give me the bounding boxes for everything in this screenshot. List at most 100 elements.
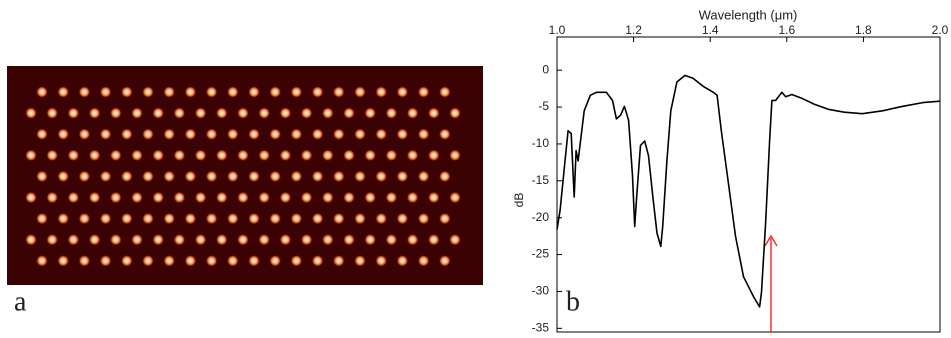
dot bbox=[248, 213, 260, 225]
dot bbox=[173, 192, 185, 204]
dot bbox=[343, 107, 355, 119]
dot bbox=[46, 107, 58, 119]
dot bbox=[227, 128, 239, 140]
dot bbox=[279, 234, 291, 246]
dot bbox=[418, 255, 430, 267]
dot bbox=[25, 107, 37, 119]
dot bbox=[258, 149, 270, 161]
x-tick-label: 1.2 bbox=[625, 23, 642, 37]
dot bbox=[418, 170, 430, 182]
dot bbox=[354, 128, 366, 140]
dot bbox=[290, 213, 302, 225]
dot bbox=[312, 128, 324, 140]
dot bbox=[78, 170, 90, 182]
dot bbox=[216, 107, 228, 119]
dot bbox=[407, 149, 419, 161]
dot bbox=[322, 192, 334, 204]
dot bbox=[89, 192, 101, 204]
dot bbox=[184, 170, 196, 182]
dot bbox=[216, 234, 228, 246]
dot bbox=[364, 234, 376, 246]
dot bbox=[163, 86, 175, 98]
dot bbox=[163, 255, 175, 267]
dot bbox=[121, 86, 133, 98]
dot bbox=[279, 149, 291, 161]
x-tick-label: 1.4 bbox=[702, 23, 719, 37]
x-tick-label: 1.6 bbox=[778, 23, 795, 37]
dot bbox=[78, 213, 90, 225]
dot bbox=[290, 86, 302, 98]
dot bbox=[67, 149, 79, 161]
dot bbox=[173, 107, 185, 119]
dot bbox=[163, 128, 175, 140]
dot bbox=[57, 86, 69, 98]
dot bbox=[418, 128, 430, 140]
dot bbox=[290, 170, 302, 182]
dot bbox=[184, 86, 196, 98]
dot bbox=[301, 149, 313, 161]
dot bbox=[364, 107, 376, 119]
dot bbox=[237, 234, 249, 246]
dot bbox=[110, 107, 122, 119]
dot bbox=[206, 170, 218, 182]
dot bbox=[131, 234, 143, 246]
dot bbox=[290, 128, 302, 140]
panel-label: b bbox=[566, 286, 580, 317]
dot bbox=[131, 192, 143, 204]
dot bbox=[248, 255, 260, 267]
dot bbox=[36, 128, 48, 140]
dot bbox=[301, 234, 313, 246]
x-tick-label: 1.8 bbox=[855, 23, 872, 37]
dot bbox=[195, 107, 207, 119]
dot bbox=[428, 149, 440, 161]
dot bbox=[36, 255, 48, 267]
x-axis-title: Wavelength (μm) bbox=[699, 7, 798, 22]
dot bbox=[100, 255, 112, 267]
dot bbox=[227, 170, 239, 182]
dot bbox=[322, 234, 334, 246]
dot bbox=[418, 86, 430, 98]
dot bbox=[396, 255, 408, 267]
dot bbox=[279, 107, 291, 119]
dot bbox=[195, 234, 207, 246]
dot bbox=[131, 107, 143, 119]
dot bbox=[354, 213, 366, 225]
dot bbox=[354, 170, 366, 182]
dot bbox=[100, 86, 112, 98]
dot bbox=[407, 234, 419, 246]
dot bbox=[237, 192, 249, 204]
dot bbox=[152, 192, 164, 204]
dot bbox=[110, 192, 122, 204]
dot bbox=[173, 149, 185, 161]
dot bbox=[110, 149, 122, 161]
dot bbox=[301, 192, 313, 204]
dot bbox=[269, 86, 281, 98]
dot bbox=[439, 255, 451, 267]
dot bbox=[173, 234, 185, 246]
dot bbox=[100, 128, 112, 140]
dot bbox=[57, 255, 69, 267]
dot bbox=[36, 213, 48, 225]
dot bbox=[152, 107, 164, 119]
dot bbox=[195, 149, 207, 161]
dot bbox=[78, 86, 90, 98]
lattice-image bbox=[7, 66, 483, 285]
dot bbox=[385, 234, 397, 246]
dot bbox=[163, 170, 175, 182]
y-tick-label: -30 bbox=[532, 284, 550, 298]
dot bbox=[131, 149, 143, 161]
dot bbox=[428, 234, 440, 246]
dot bbox=[385, 149, 397, 161]
dot bbox=[152, 149, 164, 161]
dot bbox=[375, 170, 387, 182]
dot bbox=[25, 234, 37, 246]
dot bbox=[396, 86, 408, 98]
dot bbox=[449, 234, 461, 246]
dot bbox=[428, 107, 440, 119]
dot bbox=[312, 255, 324, 267]
y-axis-title: dB bbox=[512, 193, 526, 208]
dot bbox=[57, 128, 69, 140]
dot bbox=[25, 149, 37, 161]
dot bbox=[449, 149, 461, 161]
dot bbox=[343, 192, 355, 204]
